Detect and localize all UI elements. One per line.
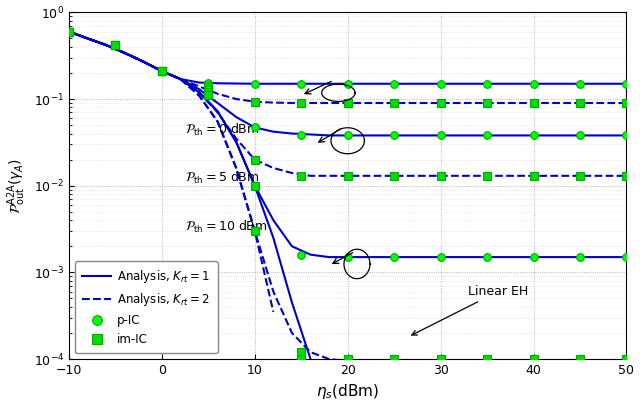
Text: $\mathcal{P}_{\mathrm{th}} = 5$ dBm: $\mathcal{P}_{\mathrm{th}} = 5$ dBm	[185, 170, 260, 186]
Text: Linear EH: Linear EH	[412, 285, 529, 335]
X-axis label: $\eta_s$(dBm): $\eta_s$(dBm)	[316, 383, 380, 401]
Text: $\mathcal{P}_{\mathrm{th}} = 0$ dBm: $\mathcal{P}_{\mathrm{th}} = 0$ dBm	[185, 122, 260, 138]
Legend: Analysis, $K_{rt} = 1$, Analysis, $K_{rt} = 2$, p-IC, im-IC: Analysis, $K_{rt} = 1$, Analysis, $K_{rt…	[75, 261, 218, 353]
Text: $\mathcal{P}_{\mathrm{th}} = 10$ dBm: $\mathcal{P}_{\mathrm{th}} = 10$ dBm	[185, 219, 268, 235]
Y-axis label: $\mathcal{P}_{\mathrm{out}}^{\mathrm{A2A}}(\gamma_A)$: $\mathcal{P}_{\mathrm{out}}^{\mathrm{A2A…	[6, 158, 28, 214]
